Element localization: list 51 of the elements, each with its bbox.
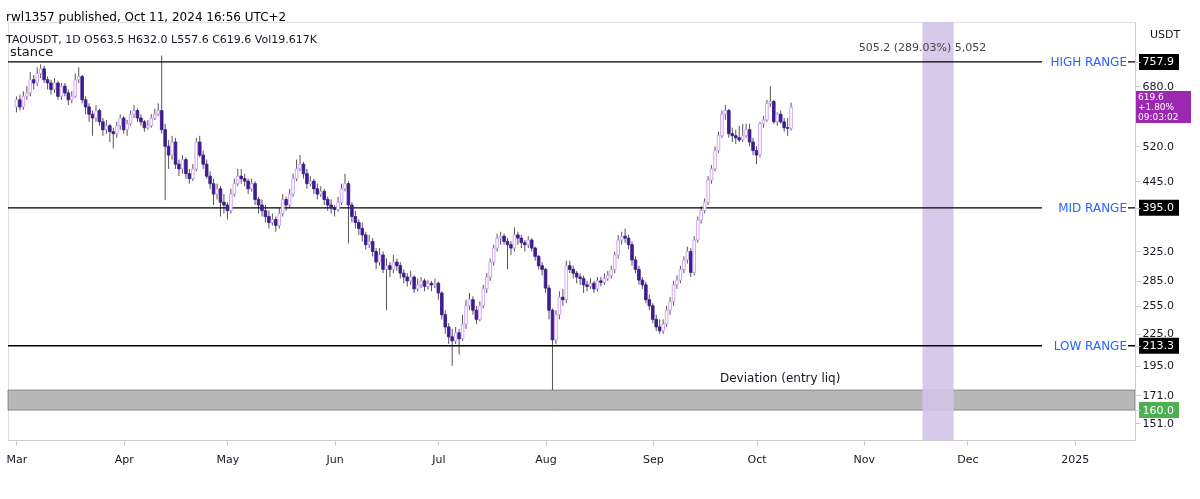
- x-tick-label: 2025: [1061, 452, 1090, 466]
- x-tick-label: Nov: [853, 452, 876, 466]
- y-tick-label: 520.0: [1142, 139, 1174, 153]
- candlestick: [184, 156, 188, 180]
- candlestick: [384, 257, 389, 311]
- candlestick: [512, 226, 517, 252]
- y-tick-label: 171.0: [1142, 388, 1174, 402]
- x-tick-label: Apr: [114, 452, 135, 466]
- y-tick-label: 195.0: [1142, 359, 1174, 373]
- candlestick: [215, 183, 219, 200]
- candlestick: [789, 102, 793, 132]
- candlestick: [727, 108, 731, 139]
- x-tick-label: Jul: [431, 452, 446, 466]
- y-tick-label: 757.9: [1142, 55, 1174, 69]
- x-tick-label: Dec: [957, 452, 979, 466]
- chart-title: rwl1357 published, Oct 11, 2024 16:56 UTC+2: [6, 10, 287, 24]
- candlestick: [111, 127, 116, 149]
- y-tick-label: 160.0: [1142, 403, 1174, 417]
- ref-line-label: LOW RANGE: [1053, 338, 1127, 353]
- x-tick-label: Oct: [747, 452, 768, 466]
- y-tick-label: 325.0: [1142, 244, 1174, 258]
- y-tick-label: 225.0: [1142, 327, 1174, 341]
- x-tick-label: May: [216, 452, 240, 466]
- ref-line-label: HIGH RANGE: [1050, 54, 1127, 69]
- y-tick-label: 395.0: [1142, 201, 1174, 215]
- candlestick: [744, 123, 748, 139]
- ref-line-label: MID RANGE: [1058, 200, 1127, 215]
- candlestick: [218, 185, 223, 217]
- candlestick: [516, 231, 520, 246]
- y-tick-label: 255.0: [1142, 299, 1174, 313]
- x-tick-label: Mar: [6, 452, 28, 466]
- candlestick: [599, 276, 603, 287]
- y-tick-label: 285.0: [1142, 274, 1174, 288]
- x-tick-label: Aug: [535, 452, 557, 466]
- band-label: 505.2 (289.03%) 5,052: [858, 41, 987, 54]
- candlestick: [35, 66, 39, 87]
- y-tick-label: 445.0: [1142, 174, 1174, 188]
- annotation: Deviation (entry liq): [720, 371, 841, 385]
- candlestick: [419, 276, 423, 289]
- candlestick: [180, 154, 185, 175]
- x-tick-label: Jun: [325, 452, 344, 466]
- text: TAOUSDT, 1D O563.5 H632.0 L557.6 C619.6 Vol19.617K: [5, 33, 318, 46]
- y-axis-title: USDT: [1149, 28, 1181, 41]
- x-tick-label: Sep: [642, 452, 664, 466]
- annotation: stance: [10, 44, 54, 59]
- candlestick: [388, 261, 392, 278]
- y-tick-label: 213.3: [1142, 339, 1174, 353]
- candlestick: [391, 254, 396, 274]
- y-tick-label: 680.0: [1142, 79, 1174, 93]
- y-tick-label: 151.0: [1142, 416, 1174, 430]
- text: 619.6 +1.80% 09:03:02: [1138, 92, 1179, 123]
